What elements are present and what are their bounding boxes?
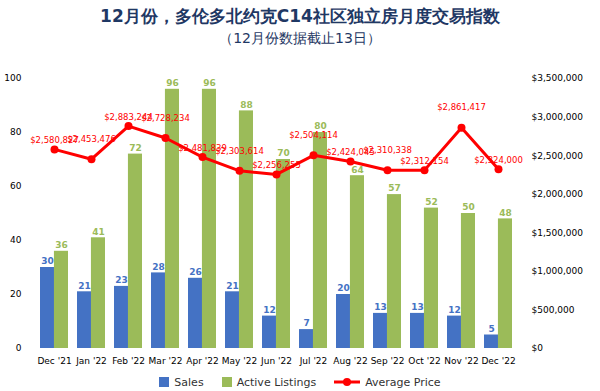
svg-text:$2,481,839: $2,481,839 (178, 142, 227, 153)
svg-text:0: 0 (16, 343, 22, 353)
svg-text:$2,728,234: $2,728,234 (141, 113, 190, 123)
svg-text:$2,500,000: $2,500,000 (532, 151, 584, 161)
svg-text:13: 13 (374, 302, 387, 312)
svg-text:$2,256,255: $2,256,255 (252, 160, 301, 170)
svg-text:Dec '22: Dec '22 (481, 356, 515, 366)
html-text:Sales: Sales (174, 375, 204, 389)
svg-text:41: 41 (92, 227, 105, 237)
svg-text:$2,424,045: $2,424,045 (326, 147, 375, 158)
svg-text:20: 20 (10, 289, 22, 299)
svg-text:$2,312,154: $2,312,154 (400, 156, 449, 166)
svg-text:$2,303,614: $2,303,614 (215, 146, 264, 156)
svg-text:88: 88 (240, 100, 253, 110)
svg-text:40: 40 (10, 235, 22, 245)
svg-text:96: 96 (203, 78, 216, 88)
svg-text:$1,000,000: $1,000,000 (532, 266, 584, 276)
svg-text:28: 28 (152, 262, 165, 272)
html-text:（12月份数据截止13日）: （12月份数据截止13日） (219, 30, 381, 46)
svg-text:$2,453,476: $2,453,476 (67, 134, 116, 144)
svg-text:$500,000: $500,000 (532, 305, 575, 315)
svg-text:57: 57 (388, 183, 401, 193)
svg-text:Jan '22: Jan '22 (75, 356, 107, 366)
svg-text:May '22: May '22 (222, 356, 257, 366)
svg-text:52: 52 (425, 197, 438, 207)
svg-text:Sep '22: Sep '22 (371, 356, 405, 366)
svg-text:$1,500,000: $1,500,000 (532, 228, 584, 238)
svg-text:$0: $0 (532, 343, 544, 353)
svg-text:Nov '22: Nov '22 (444, 356, 478, 366)
svg-text:72: 72 (129, 143, 142, 153)
svg-text:Aug '22: Aug '22 (333, 356, 367, 366)
svg-text:$3,500,000: $3,500,000 (532, 73, 584, 83)
svg-text:Mar '22: Mar '22 (149, 356, 183, 366)
svg-text:70: 70 (277, 148, 290, 158)
svg-text:13: 13 (411, 302, 424, 312)
svg-text:Jun '22: Jun '22 (260, 356, 292, 366)
svg-text:21: 21 (226, 281, 239, 291)
svg-text:23: 23 (115, 275, 128, 285)
svg-text:5: 5 (488, 324, 494, 334)
svg-text:$2,883,244: $2,883,244 (104, 111, 153, 122)
svg-text:12: 12 (448, 305, 461, 315)
svg-text:30: 30 (41, 256, 54, 266)
svg-text:$2,504,114: $2,504,114 (289, 130, 338, 140)
svg-text:$2,310,338: $2,310,338 (363, 145, 412, 155)
svg-text:Jul '22: Jul '22 (299, 356, 328, 366)
svg-text:21: 21 (78, 281, 91, 291)
svg-text:Dec '21: Dec '21 (37, 356, 71, 366)
svg-text:50: 50 (462, 202, 475, 212)
svg-text:$2,861,417: $2,861,417 (437, 102, 486, 112)
svg-text:80: 80 (314, 121, 327, 132)
svg-text:7: 7 (303, 318, 309, 328)
svg-text:26: 26 (189, 267, 202, 277)
svg-text:Oct '22: Oct '22 (408, 356, 440, 366)
svg-text:96: 96 (166, 78, 179, 88)
svg-text:$2,324,000: $2,324,000 (474, 155, 523, 165)
svg-text:$2,000,000: $2,000,000 (532, 189, 584, 199)
html-text:12月份，多伦多北约克C14社区独立房月度交易指数: 12月份，多伦多北约克C14社区独立房月度交易指数 (100, 6, 500, 26)
svg-text:60: 60 (10, 181, 22, 191)
svg-text:36: 36 (55, 240, 68, 250)
svg-text:48: 48 (499, 208, 512, 218)
svg-text:20: 20 (337, 283, 350, 293)
svg-text:$3,000,000: $3,000,000 (532, 112, 584, 122)
svg-text:$2,580,827: $2,580,827 (30, 135, 79, 146)
svg-text:Feb '22: Feb '22 (112, 356, 145, 366)
svg-text:64: 64 (351, 165, 364, 175)
svg-text:80: 80 (10, 127, 22, 137)
svg-text:12: 12 (263, 305, 276, 315)
html-text:Active Listings: Active Listings (236, 375, 317, 389)
svg-text:100: 100 (4, 73, 21, 83)
html-text:Average Price: Average Price (365, 375, 441, 389)
svg-text:Apr '22: Apr '22 (186, 356, 218, 366)
